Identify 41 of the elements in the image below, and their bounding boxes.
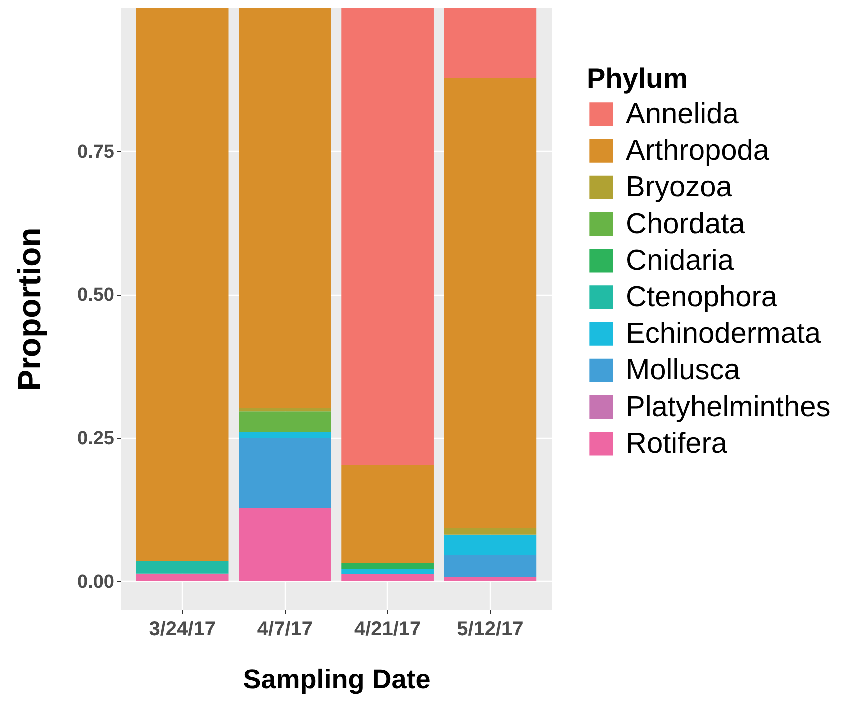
x-axis-title: Sampling Date xyxy=(243,664,431,694)
bar xyxy=(136,8,229,562)
bar xyxy=(444,577,537,582)
x-tick-label: 3/24/17 xyxy=(149,618,216,640)
x-tick-label: 5/12/17 xyxy=(457,618,524,640)
bar xyxy=(136,561,229,574)
y-tick-label: 0.75 xyxy=(78,142,115,163)
x-tick-label: 4/21/17 xyxy=(354,618,422,640)
bar xyxy=(342,574,434,582)
legend-label: Ctenophora xyxy=(626,282,778,314)
legend-title: Phylum xyxy=(587,63,688,94)
bar xyxy=(342,562,434,570)
bar xyxy=(239,432,332,438)
legend-label: Bryozoa xyxy=(626,172,734,204)
x-tick-label: 4/7/17 xyxy=(257,618,313,640)
bar xyxy=(444,556,537,578)
legend-label: Arthropoda xyxy=(626,135,770,168)
legend-label: Mollusca xyxy=(626,354,742,387)
bar xyxy=(342,8,434,466)
legend-label: Platyhelminthes xyxy=(626,391,831,424)
legend-label: Chordata xyxy=(626,208,746,240)
bar xyxy=(239,412,332,432)
bar xyxy=(444,528,537,535)
bar xyxy=(239,438,332,508)
bar xyxy=(444,78,537,528)
y-tick-label: 0.00 xyxy=(78,572,114,593)
y-tick-label: 0.25 xyxy=(78,428,115,450)
bar xyxy=(239,508,332,582)
legend-label: Echinodermata xyxy=(626,318,822,350)
legend-label: Cnidaria xyxy=(626,244,735,277)
bar xyxy=(239,408,332,412)
bar xyxy=(239,8,332,408)
bar xyxy=(444,534,537,556)
bar xyxy=(444,8,537,79)
bar xyxy=(342,466,434,563)
y-axis-title: Proportion xyxy=(12,228,48,392)
y-tick-label: 0.50 xyxy=(78,285,114,306)
legend-label: Rotifera xyxy=(626,428,728,460)
legend-label: Annelida xyxy=(626,98,740,130)
bar xyxy=(136,574,229,582)
bar xyxy=(342,569,434,574)
